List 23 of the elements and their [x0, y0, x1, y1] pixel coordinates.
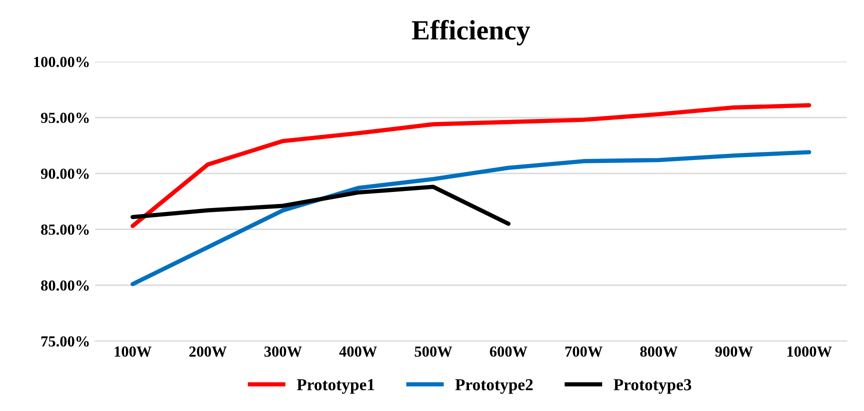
x-tick-label: 100W — [114, 346, 152, 357]
y-tick-label: 95.00% — [40, 112, 89, 124]
legend-label: Prototype1 — [296, 379, 374, 394]
legend-label: Prototype3 — [614, 379, 692, 394]
chart-title: Efficiency — [412, 20, 530, 46]
x-tick-label: 900W — [715, 346, 753, 357]
x-tick-label: 700W — [565, 346, 602, 357]
legend-label: Prototype2 — [455, 379, 533, 394]
line-series — [130, 150, 812, 286]
line-series — [130, 184, 511, 226]
x-tick-label: 300W — [264, 346, 302, 357]
y-tick-label: 80.00% — [41, 280, 89, 291]
x-tick-label: 1000W — [787, 346, 832, 357]
x-tick-label: 200W — [189, 346, 227, 357]
y-tick-label: 90.00% — [40, 168, 89, 179]
y-tick-label: 85.00% — [41, 224, 89, 235]
y-tick-label: 100.00% — [34, 56, 89, 68]
x-tick-label: 800W — [640, 346, 678, 357]
x-tick-label: 600W — [490, 346, 528, 357]
x-tick-label: 400W — [339, 346, 377, 357]
y-tick-label: 75.00% — [41, 336, 89, 347]
x-tick-label: 500W — [414, 346, 452, 357]
line-series — [130, 103, 812, 228]
